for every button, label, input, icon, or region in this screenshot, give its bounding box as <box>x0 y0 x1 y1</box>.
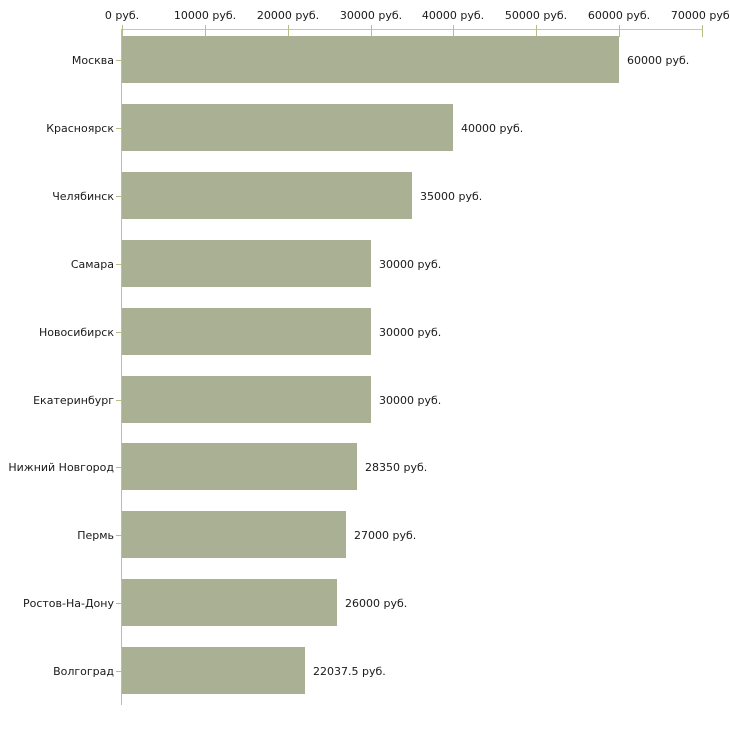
category-label: Пермь <box>77 529 114 542</box>
y-axis-tick <box>116 535 122 536</box>
value-label: 22037.5 руб. <box>313 665 386 678</box>
value-label: 40000 руб. <box>461 122 524 135</box>
bar-5 <box>122 308 371 355</box>
y-axis-tick <box>116 603 122 604</box>
value-label: 35000 руб. <box>420 190 483 203</box>
x-axis-tick <box>288 25 289 37</box>
bar-1 <box>122 36 619 83</box>
bar-3 <box>122 172 412 219</box>
value-label: 28350 руб. <box>365 461 428 474</box>
category-label: Самара <box>70 258 114 271</box>
category-label: Красноярск <box>46 122 114 135</box>
y-axis-tick <box>116 467 122 468</box>
x-axis-tick-label: 60000 руб. <box>587 9 651 22</box>
x-axis-tick-label: 50000 руб. <box>504 9 568 22</box>
category-label: Волгоград <box>53 665 114 678</box>
category-label: Ростов-На-Дону <box>22 597 114 610</box>
y-axis-tick <box>116 671 122 672</box>
bar-4 <box>122 240 371 287</box>
bar-2 <box>122 104 453 151</box>
y-axis-tick <box>116 60 122 61</box>
x-axis-tick <box>371 25 372 37</box>
x-axis-tick <box>619 25 620 37</box>
x-axis-tick-label: 30000 руб. <box>339 9 403 22</box>
x-axis-tick-label: 70000 руб. <box>670 9 730 22</box>
bar-10 <box>122 647 305 694</box>
value-label: 60000 руб. <box>627 54 690 67</box>
x-axis-line <box>121 29 703 30</box>
category-label: Екатеринбург <box>33 394 114 407</box>
y-axis-tick <box>116 196 122 197</box>
x-axis-tick <box>122 25 123 37</box>
x-axis-tick-label: 10000 руб. <box>173 9 237 22</box>
y-axis-line <box>121 29 122 705</box>
category-label: Нижний Новгород <box>8 461 114 474</box>
value-label: 30000 руб. <box>379 326 442 339</box>
bar-6 <box>122 376 371 423</box>
x-axis-tick <box>205 25 206 37</box>
category-label: Новосибирск <box>38 326 114 339</box>
category-label: Москва <box>71 54 114 67</box>
value-label: 27000 руб. <box>354 529 417 542</box>
value-label: 30000 руб. <box>379 394 442 407</box>
y-axis-tick <box>116 332 122 333</box>
x-axis-tick-label: 40000 руб. <box>421 9 485 22</box>
y-axis-tick <box>116 264 122 265</box>
category-label: Челябинск <box>52 190 114 203</box>
x-axis-tick <box>453 25 454 37</box>
x-axis-tick-label: 20000 руб. <box>256 9 320 22</box>
bar-7 <box>122 443 357 490</box>
x-axis-tick-label: 0 руб. <box>104 9 140 22</box>
value-label: 30000 руб. <box>379 258 442 271</box>
y-axis-tick <box>116 400 122 401</box>
bar-9 <box>122 579 337 626</box>
value-label: 26000 руб. <box>345 597 408 610</box>
bar-8 <box>122 511 346 558</box>
x-axis-tick <box>702 25 703 37</box>
x-axis-tick <box>536 25 537 37</box>
y-axis-tick <box>116 128 122 129</box>
